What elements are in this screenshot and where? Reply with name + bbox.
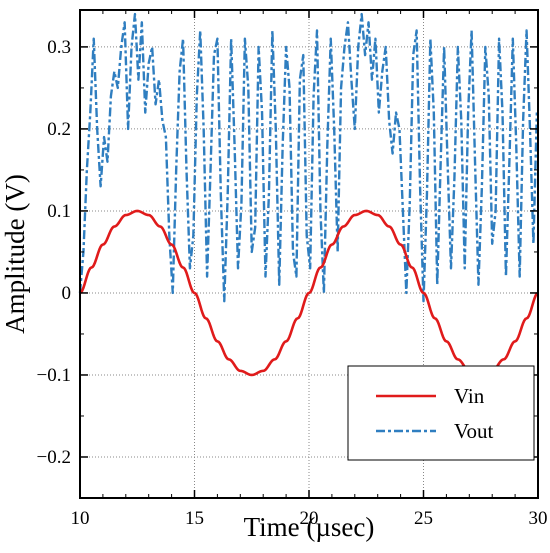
x-tick-label: 25 <box>414 508 433 529</box>
x-axis-label: Time (µsec) <box>244 512 375 542</box>
axis-ticks: 10 15 20 25 30 −0.2 −0.1 0 0.1 0.2 0.3 <box>37 10 548 529</box>
legend-box <box>347 365 535 461</box>
series-line-vin <box>79 209 539 377</box>
x-tick-label: 20 <box>300 508 319 529</box>
y-axis-label: Amplitude (V) <box>0 174 30 334</box>
y-tick-label: 0.2 <box>47 119 71 140</box>
y-tick-label: 0.1 <box>47 201 71 222</box>
legend-label-vin: Vin <box>454 384 485 408</box>
series-lines <box>78 12 539 377</box>
y-tick-label: −0.2 <box>37 447 71 468</box>
x-tick-label: 30 <box>529 508 548 529</box>
series-line-vout <box>78 12 539 303</box>
legend: Vin Vout <box>347 365 535 461</box>
legend-label-vout: Vout <box>454 419 493 443</box>
x-tick-label: 10 <box>71 508 90 529</box>
y-tick-label: −0.1 <box>37 365 71 386</box>
y-tick-label: 0.3 <box>47 37 71 58</box>
y-tick-label: 0 <box>62 283 72 304</box>
x-tick-label: 15 <box>185 508 204 529</box>
